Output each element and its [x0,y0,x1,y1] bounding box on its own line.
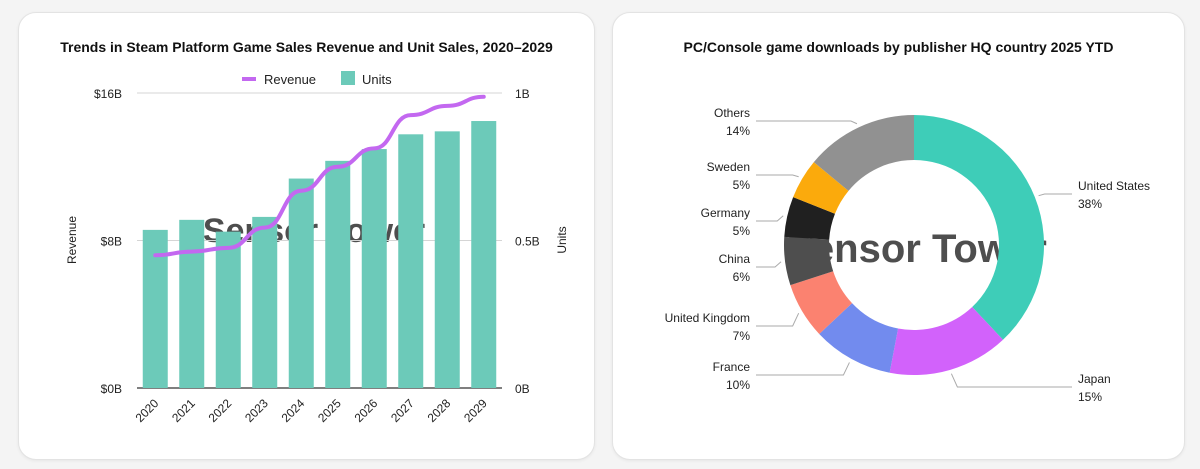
slice-label: United Kingdom [665,311,750,325]
y-axis-label: Revenue [65,216,79,264]
leader-line [756,362,850,376]
leader-line [756,174,799,178]
slice-united-kingdom [790,271,853,334]
slice-label: Others [714,106,750,120]
slice-value: 7% [733,329,751,343]
leader-line [756,312,800,327]
legend-units-label: Units [362,72,392,87]
y2-tick-label: 0.5B [515,235,540,249]
slice-value: 14% [726,124,750,138]
bar-units-2029 [471,121,497,389]
bar-units-2023 [252,216,278,388]
slice-label: Sweden [707,160,750,174]
slice-label: China [719,252,751,266]
x-tick-label: 2026 [352,396,381,425]
slice-germany [784,197,835,240]
legend-units-swatch [341,71,355,85]
y2-tick-label: 0B [515,382,530,396]
slice-value: 6% [733,270,751,284]
bar-units-2028 [434,131,460,388]
leader-line [756,215,784,222]
bar-units-2024 [288,178,314,388]
x-tick-label: 2027 [388,396,417,425]
x-tick-label: 2023 [242,396,271,425]
x-tick-label: 2022 [206,396,235,425]
leader-line [950,373,1072,388]
slice-value: 5% [733,178,751,192]
slice-value: 5% [733,224,751,238]
y2-axis-label: Units [555,226,569,253]
line-revenue [153,94,486,258]
x-tick-label: 2028 [425,396,454,425]
slice-label: Japan [1078,372,1111,386]
legend-revenue-label: Revenue [264,72,316,87]
slice-france [819,303,899,373]
x-tick-label: 2021 [169,396,198,425]
chart-title: Trends in Steam Platform Game Sales Reve… [60,39,553,55]
slice-label: United States [1078,179,1150,193]
slice-united-states [914,115,1045,340]
slice-sweden [793,162,849,214]
bar-units-2026 [361,149,387,388]
slice-label: France [713,360,751,374]
leader-line [756,261,782,268]
x-tick-label: 2024 [279,396,308,425]
slice-value: 38% [1078,197,1102,211]
slice-label: Germany [701,206,750,220]
leader-line [756,120,858,125]
leader-line [1038,193,1072,197]
y2-tick-label: 1B [515,87,530,101]
bar-units-2022 [215,231,241,388]
slice-japan [889,306,1003,376]
downloads-donut-card: PC/Console game downloads by publisher H… [612,12,1185,460]
y-tick-label: $8B [101,235,122,249]
slice-china [784,236,834,286]
chart-title: PC/Console game downloads by publisher H… [683,39,1114,55]
x-tick-label: 2029 [461,396,490,425]
bar-units-2025 [325,160,351,388]
slice-value: 10% [726,378,750,392]
x-tick-label: 2020 [133,396,162,425]
y-tick-label: $16B [94,87,122,101]
slice-others [813,115,914,191]
slice-value: 15% [1078,390,1102,404]
x-tick-label: 2025 [315,396,344,425]
bar-units-2021 [179,219,205,388]
bar-units-2027 [398,134,424,388]
y-tick-label: $0B [101,382,122,396]
